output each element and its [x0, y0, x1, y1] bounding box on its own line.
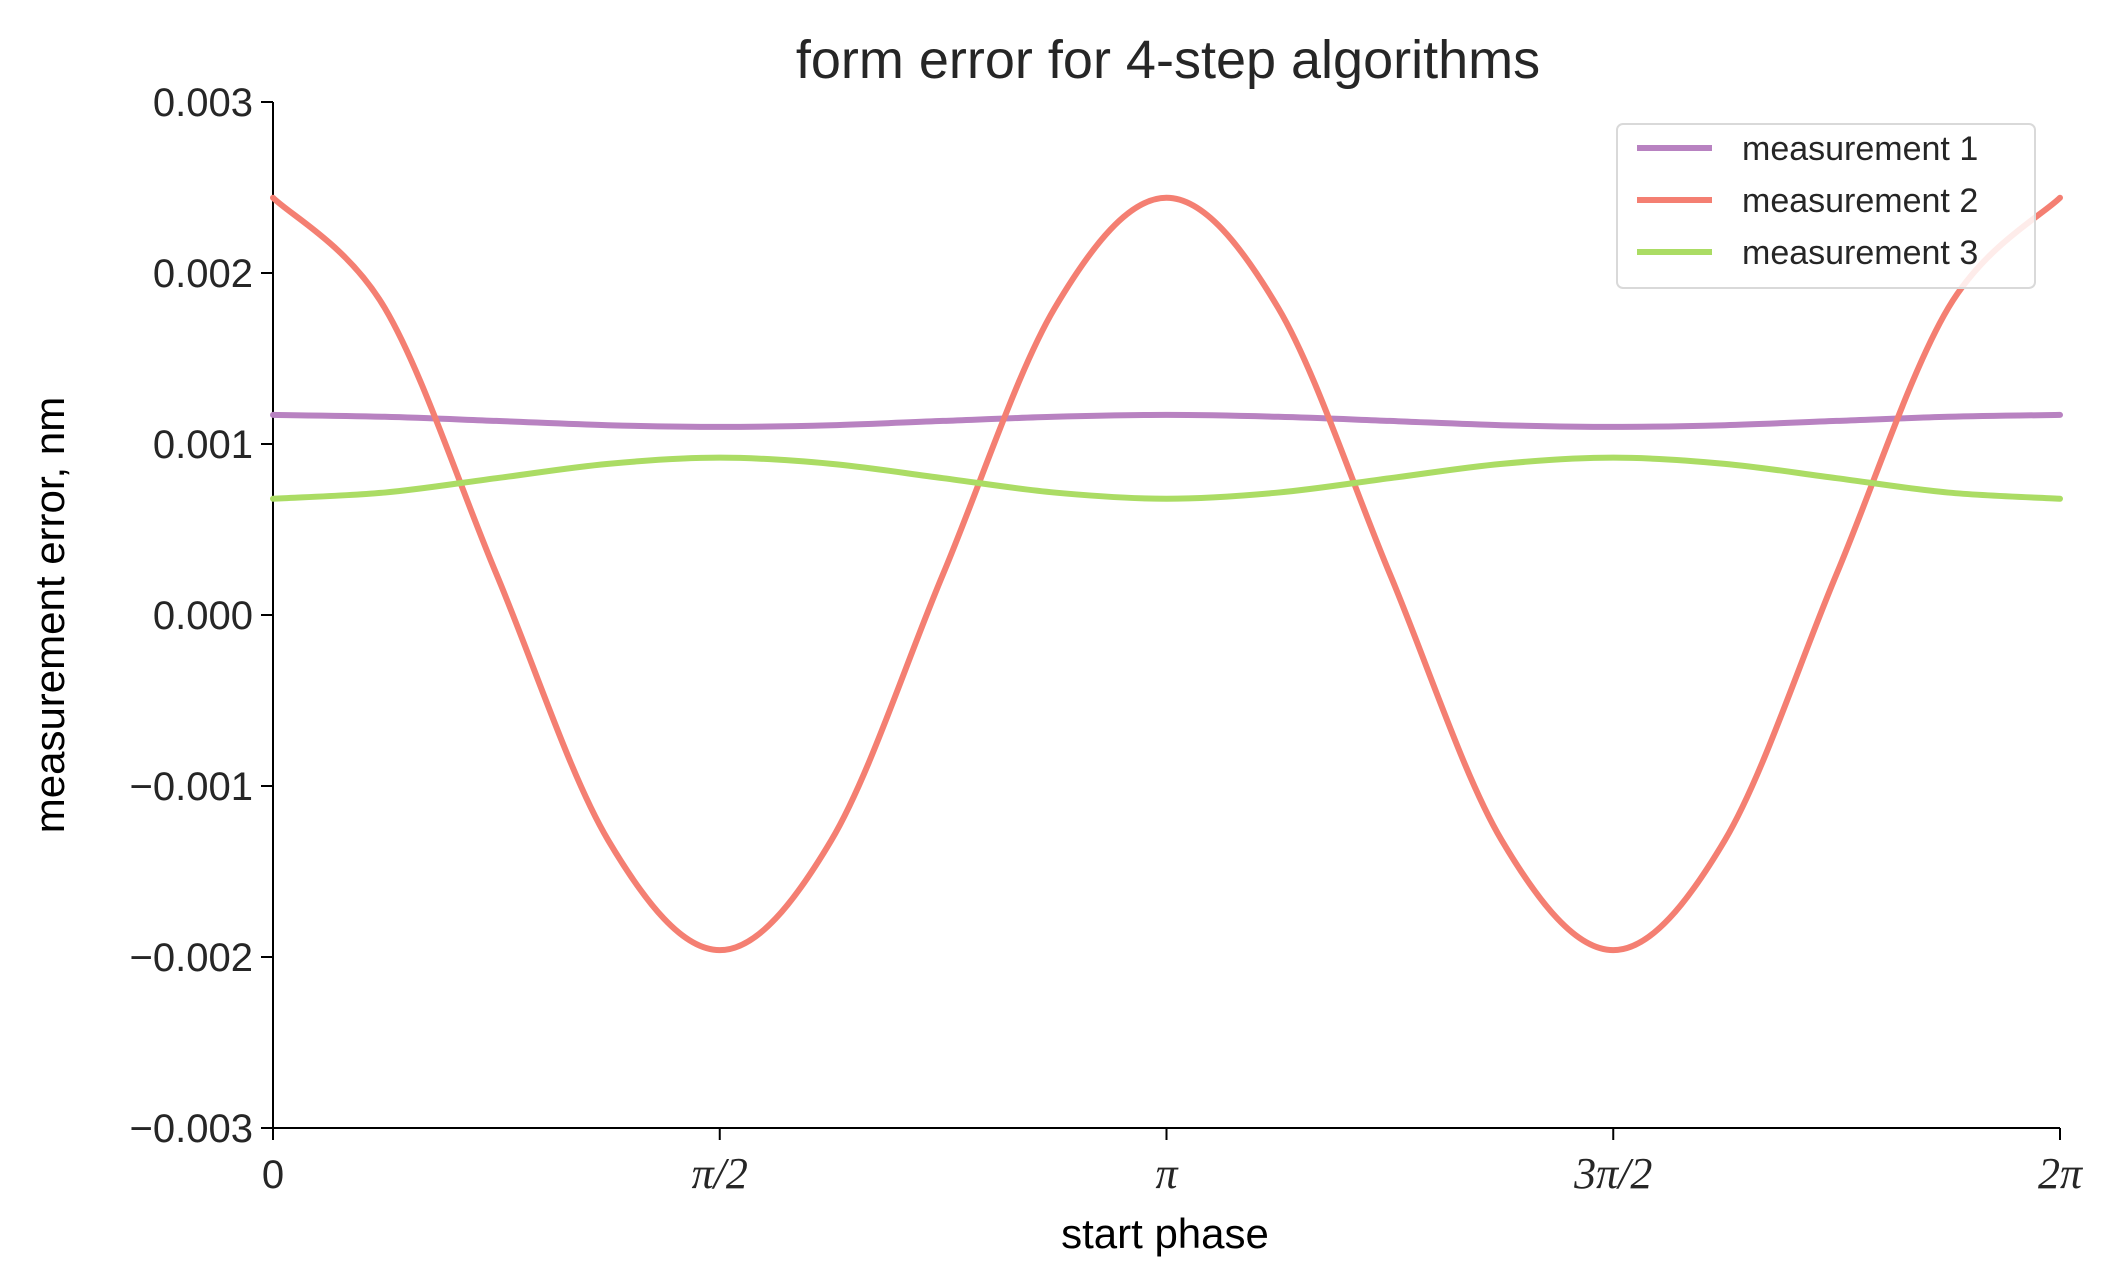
series-line-measurement-3: [270, 454, 2063, 502]
x-axis-label: start phase: [1061, 1210, 1269, 1257]
x-tick-label: π/2: [692, 1149, 748, 1198]
x-tick-label: 3π/2: [1573, 1149, 1652, 1198]
legend-entry-label: measurement 1: [1742, 130, 1978, 168]
legend-entry-label: measurement 2: [1742, 182, 1978, 220]
y-axis-ticks: 0.003 0.002 0.001 0.000 −0.001 −0.002 −0.003: [130, 81, 273, 1151]
legend: measurement 1 measurement 2 measurement 3: [1616, 123, 2036, 289]
chart-title: form error for 4-step algorithms: [796, 30, 1540, 90]
series-line-measurement-2: [270, 194, 2063, 954]
x-tick-label: π: [1155, 1149, 1179, 1198]
x-tick-label: 2π: [2038, 1149, 2084, 1198]
y-tick-label: 0.001: [153, 423, 253, 467]
x-tick-label: 0: [262, 1153, 284, 1197]
series-lines: [270, 194, 2063, 954]
y-tick-label: 0.002: [153, 252, 253, 296]
legend-frame: [1616, 123, 2036, 289]
y-tick-label: 0.000: [153, 594, 253, 638]
y-tick-label: −0.003: [130, 1107, 253, 1151]
y-tick-label: −0.002: [130, 936, 253, 980]
legend-entry-label: measurement 3: [1742, 234, 1978, 272]
y-tick-label: 0.003: [153, 81, 253, 125]
x-axis-ticks: 0 π/2 π 3π/2 2π: [262, 1128, 2084, 1198]
y-axis-label: measurement error, nm: [26, 397, 73, 834]
series-line-measurement-1: [270, 411, 2063, 430]
y-tick-label: −0.001: [130, 765, 253, 809]
